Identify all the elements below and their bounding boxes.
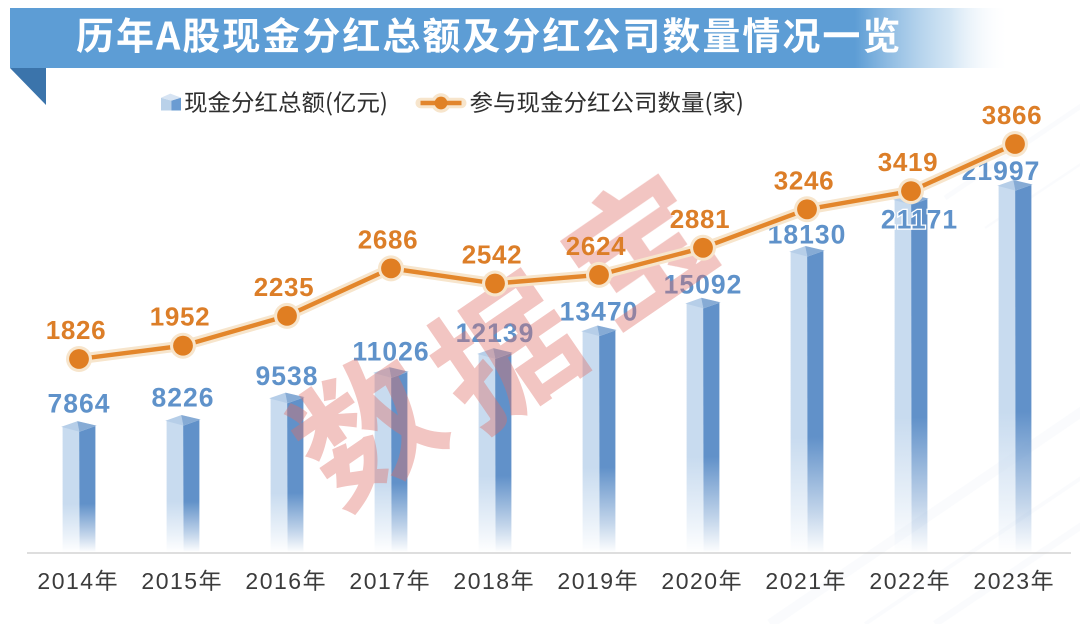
svg-text:2016: 2016 bbox=[245, 568, 302, 594]
svg-text:9538: 9538 bbox=[256, 361, 319, 391]
svg-text:1826: 1826 bbox=[46, 315, 106, 345]
svg-text:2022: 2022 bbox=[869, 568, 926, 594]
svg-text:7864: 7864 bbox=[48, 389, 111, 419]
svg-text:2542: 2542 bbox=[462, 240, 522, 270]
svg-text:2020: 2020 bbox=[661, 568, 718, 594]
svg-text:3866: 3866 bbox=[982, 100, 1042, 130]
svg-text:2023: 2023 bbox=[973, 568, 1030, 594]
svg-text:1952: 1952 bbox=[150, 302, 210, 332]
svg-text:2015: 2015 bbox=[141, 568, 198, 594]
svg-text:3419: 3419 bbox=[878, 147, 938, 177]
svg-text:8226: 8226 bbox=[152, 383, 215, 413]
svg-text:2019: 2019 bbox=[557, 568, 614, 594]
svg-text:2624: 2624 bbox=[566, 231, 626, 261]
svg-text:2017: 2017 bbox=[349, 568, 406, 594]
svg-text:21171: 21171 bbox=[881, 205, 958, 235]
svg-text:2014: 2014 bbox=[37, 568, 94, 594]
svg-text:3246: 3246 bbox=[774, 165, 834, 195]
svg-text:11026: 11026 bbox=[352, 337, 429, 367]
svg-text:2021: 2021 bbox=[765, 568, 822, 594]
svg-text:2235: 2235 bbox=[254, 272, 314, 302]
svg-text:2686: 2686 bbox=[358, 224, 418, 254]
svg-text:2881: 2881 bbox=[670, 204, 730, 234]
svg-text:2018: 2018 bbox=[453, 568, 510, 594]
